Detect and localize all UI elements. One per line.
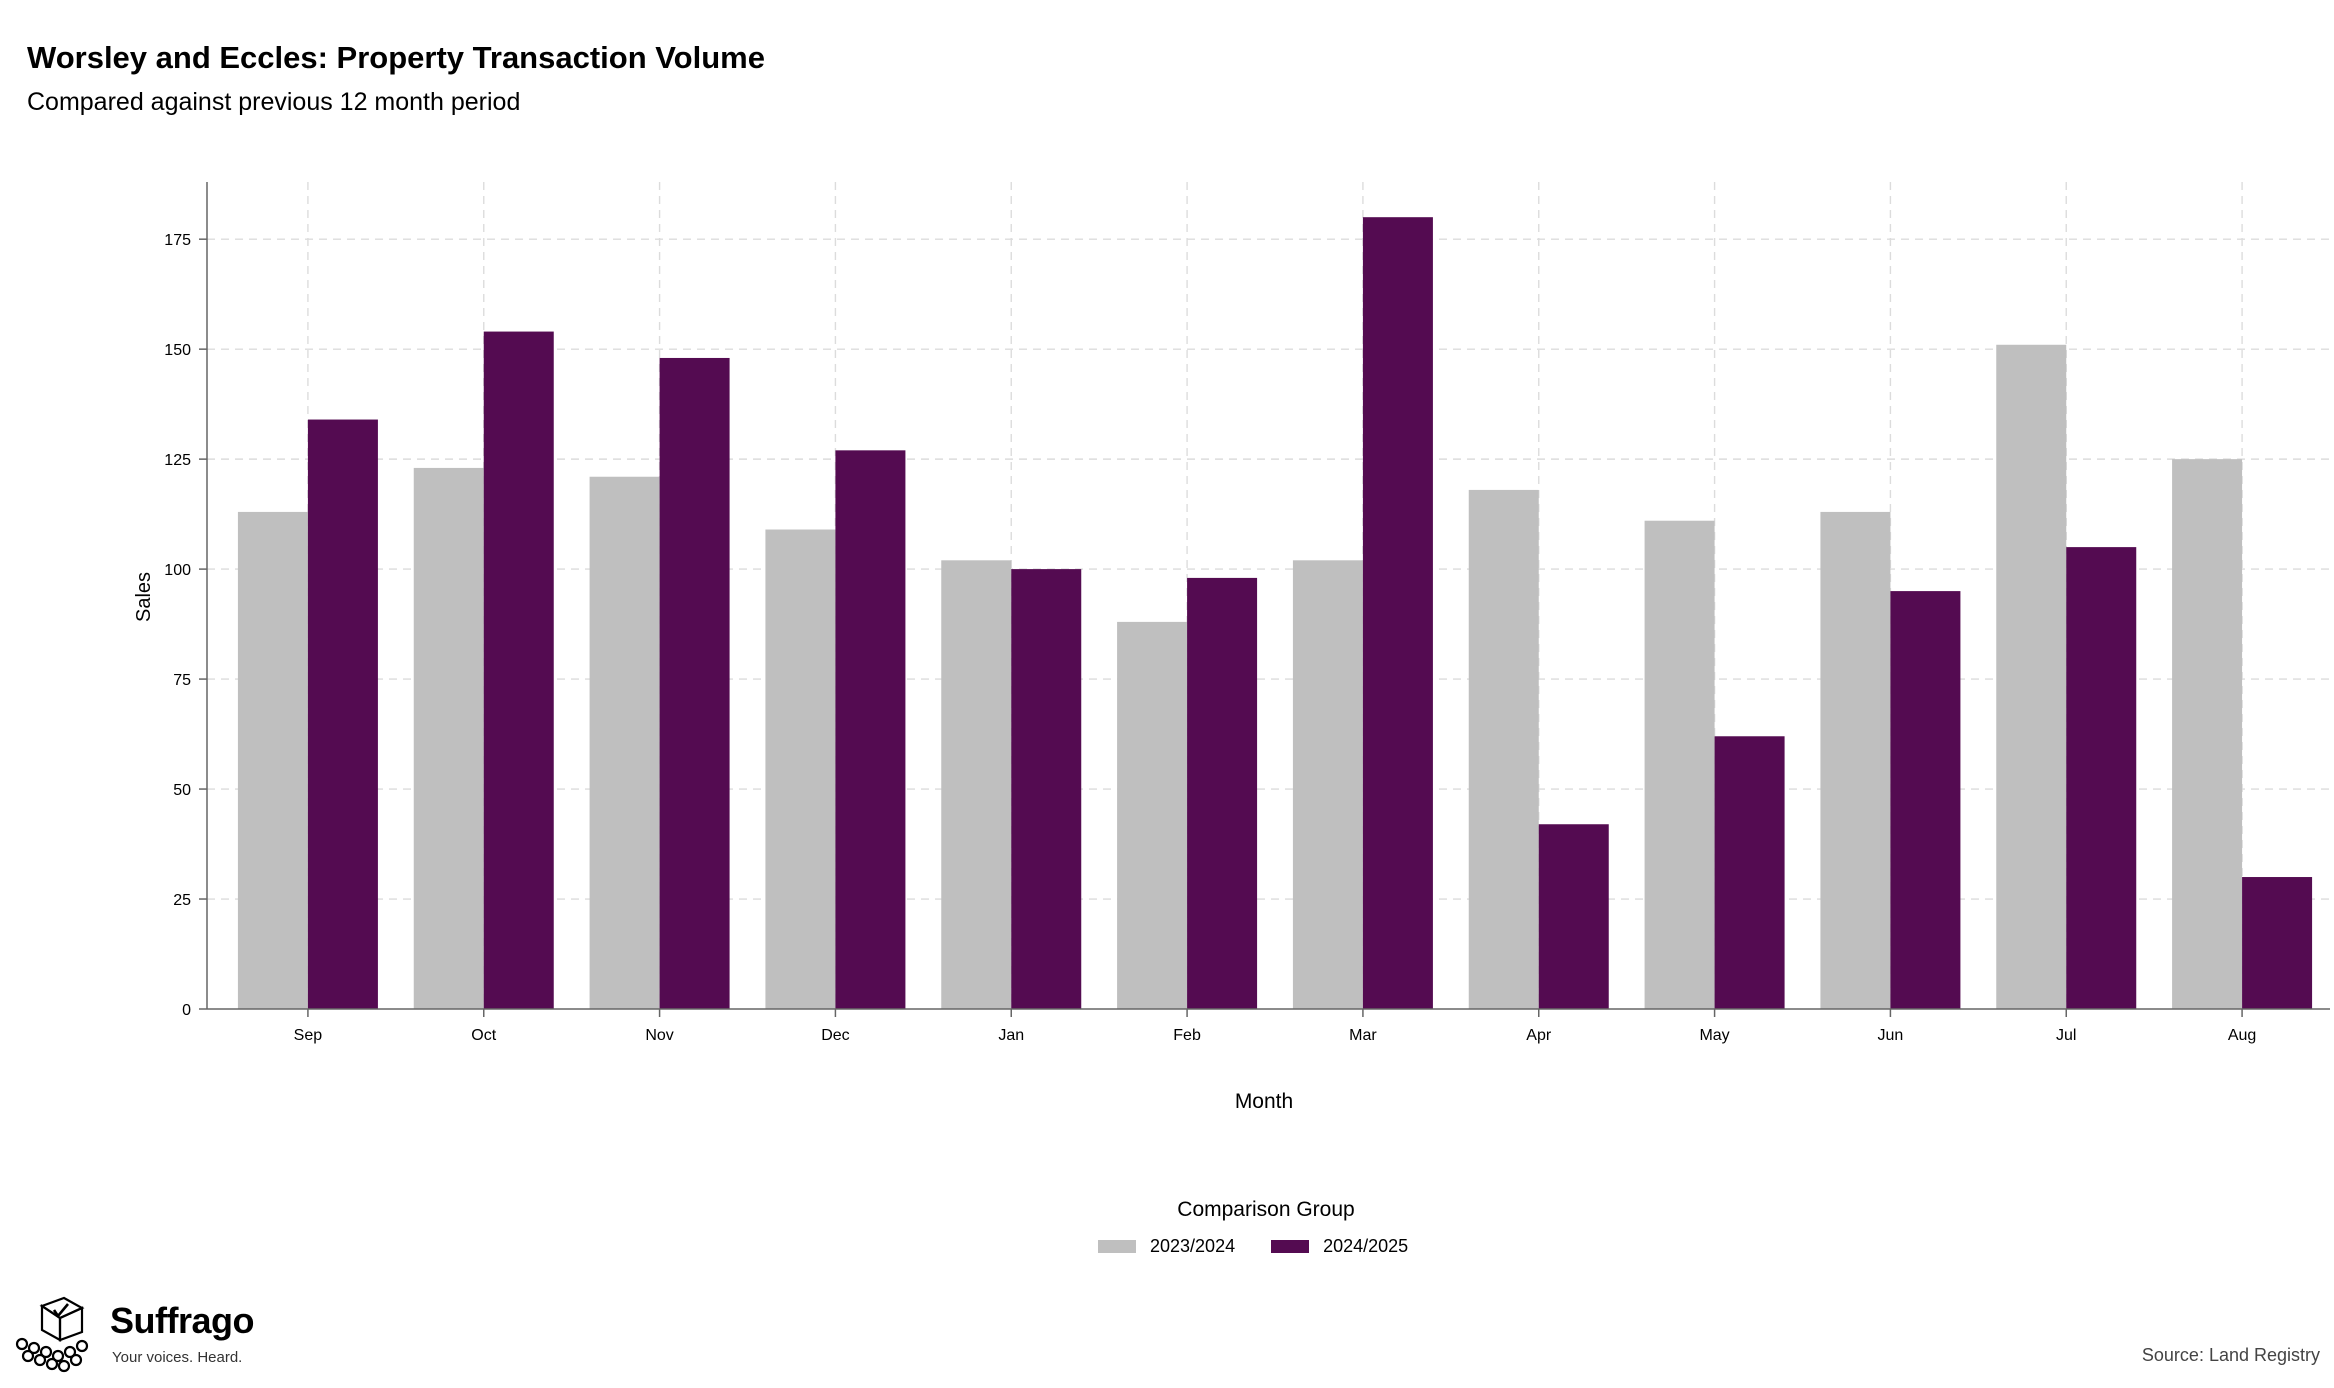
source-note: Source: Land Registry: [2141, 1345, 2320, 1365]
legend-swatch: [1271, 1240, 1310, 1253]
bar-2024-2025-aug: [2242, 877, 2313, 1009]
y-tick-label: 50: [173, 782, 191, 799]
bar-2023-2024-jul: [1996, 344, 2067, 1010]
tick-labels: 0 25 50 75 100 125 150 175 Sep Oct Nov Dec Jan Feb Mar…: [164, 232, 2256, 1044]
bar-2023-2024-sep: [237, 511, 308, 1009]
bar-2024-2025-sep: [307, 419, 378, 1009]
legend-item-2023-2024: 2023/2024: [1098, 1236, 1235, 1257]
chart-title: Worsley and Eccles: Property Transaction…: [27, 40, 765, 75]
x-tick-label: Feb: [1173, 1027, 1201, 1044]
brand-tagline: Your voices. Heard.: [112, 1349, 243, 1366]
legend-label: 2023/2024: [1150, 1236, 1236, 1256]
x-tick-label: Oct: [471, 1027, 496, 1044]
axes: [199, 182, 2330, 1017]
y-tick-label: 125: [164, 452, 191, 469]
y-axis-label: Sales: [133, 572, 155, 622]
x-tick-label: May: [1699, 1027, 1729, 1044]
brand-name: Suffrago: [110, 1300, 255, 1341]
bar-2024-2025-nov: [659, 357, 730, 1009]
bar-2023-2024-feb: [1117, 621, 1188, 1009]
bar-2024-2025-feb: [1187, 577, 1258, 1009]
x-axis-label: Month: [1235, 1090, 1293, 1113]
chart-subtitle: Compared against previous 12 month perio…: [27, 88, 521, 116]
bar-2023-2024-mar: [1292, 560, 1363, 1009]
x-tick-label: Aug: [2228, 1027, 2256, 1044]
y-tick-label: 175: [164, 232, 191, 249]
x-tick-label: Apr: [1526, 1027, 1552, 1044]
x-tick-label: Jul: [2056, 1027, 2076, 1044]
bar-2024-2025-jun: [1890, 591, 1961, 1009]
y-tick-label: 75: [173, 672, 191, 689]
x-tick-label: Jan: [998, 1027, 1024, 1044]
x-tick-label: Jun: [1878, 1027, 1904, 1044]
bar-2024-2025-dec: [835, 450, 906, 1010]
bar-2023-2024-may: [1644, 520, 1715, 1009]
legend-swatch: [1098, 1240, 1136, 1253]
legend-label: 2024/2025: [1323, 1236, 1409, 1256]
y-tick-label: 25: [173, 892, 191, 909]
y-tick-label: 150: [164, 342, 191, 359]
bar-2024-2025-jan: [1011, 569, 1082, 1009]
y-tick-label: 0: [182, 1002, 191, 1019]
bar-2023-2024-oct: [413, 467, 484, 1009]
x-tick-label: Dec: [821, 1027, 849, 1044]
bar-2024-2025-mar: [1362, 217, 1433, 1010]
bar-2024-2025-jul: [2066, 547, 2137, 1009]
x-tick-label: Nov: [645, 1027, 673, 1044]
bar-2023-2024-jan: [941, 560, 1012, 1009]
bar-2023-2024-nov: [589, 476, 660, 1009]
y-tick-label: 100: [164, 562, 191, 579]
bars: [237, 217, 2313, 1010]
x-tick-label: Mar: [1349, 1027, 1377, 1044]
legend-item-2024-2025: 2024/2025: [1271, 1236, 1408, 1257]
bar-2023-2024-aug: [2172, 459, 2243, 1010]
bar-2023-2024-apr: [1468, 489, 1539, 1009]
ballot-box-logo-icon: [15, 1296, 89, 1373]
x-tick-label: Sep: [294, 1027, 323, 1044]
bar-2023-2024-dec: [765, 529, 836, 1009]
bar-2024-2025-may: [1714, 736, 1785, 1009]
bar-2024-2025-oct: [483, 331, 554, 1009]
bar-2024-2025-apr: [1538, 824, 1609, 1009]
legend-title: Comparison Group: [1177, 1198, 1355, 1221]
bar-2023-2024-jun: [1820, 511, 1891, 1009]
legend-items: 2023/2024 2024/2025: [1098, 1236, 1408, 1257]
